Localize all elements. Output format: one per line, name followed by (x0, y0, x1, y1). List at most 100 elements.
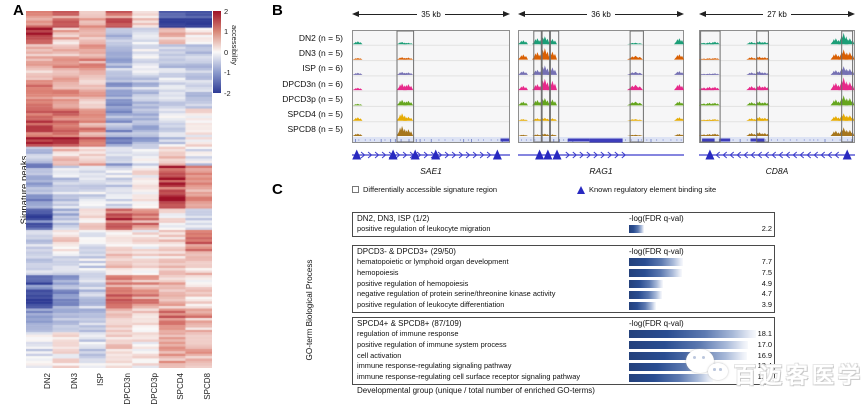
signal-peak (352, 117, 363, 121)
colorbar-label: accessibility (230, 25, 239, 66)
signal-peak (352, 72, 363, 75)
chevron-right-icon (381, 151, 387, 159)
chevron-right-icon (374, 151, 380, 159)
signature-region-box (756, 30, 769, 143)
signal-peak (396, 41, 407, 45)
signal-peak (844, 82, 855, 91)
chevron-left-icon (827, 151, 833, 159)
signal-peak (403, 100, 414, 106)
signal-peak (709, 102, 720, 106)
signal-peak (746, 41, 757, 45)
go-term-label: cell activation (357, 350, 402, 360)
signal-peak (518, 134, 528, 136)
go-axis-label: -log(FDR q-val) (629, 214, 684, 223)
signal-peak (746, 57, 757, 60)
chevron-left-icon (750, 151, 756, 159)
signal-peak (759, 72, 770, 75)
signal-peak (838, 66, 849, 75)
go-axis-label: -log(FDR q-val) (629, 247, 684, 256)
signal-peak (759, 57, 770, 60)
go-term-label: positive regulation of immune system pro… (357, 339, 507, 349)
signal-peak (532, 100, 543, 106)
signal-peak (674, 117, 684, 121)
chevron-left-icon (743, 151, 749, 159)
chevron-left-icon (792, 151, 798, 159)
track-label-isp: ISP (n = 6) (302, 63, 343, 74)
signal-peak (674, 101, 684, 106)
signal-peak (709, 73, 720, 75)
signal-peak (709, 119, 720, 121)
go-value: 2.2 (761, 224, 772, 233)
signal-peak (759, 117, 770, 121)
colorbar (213, 11, 221, 93)
arrow-left-icon (352, 11, 359, 17)
signal-peak (403, 116, 414, 121)
go-term-row: regulation of immune response 18.1 (353, 329, 774, 340)
go-value: 7.5 (761, 267, 772, 277)
chevron-right-icon (565, 151, 571, 159)
go-term-label: hematopoietic or lymphoid organ developm… (357, 257, 509, 266)
signal-peak (396, 83, 407, 91)
binding-site-triangle-icon (543, 149, 553, 160)
chevron-right-icon (367, 151, 373, 159)
go-term-row: positive regulation of hemopoiesis 4.9 (353, 279, 774, 290)
go-value: 18.1 (757, 329, 772, 338)
chevron-left-icon (806, 151, 812, 159)
open-box-icon (352, 186, 359, 193)
gene-name-cd8a: CD8A (765, 166, 789, 176)
signal-peak (518, 71, 528, 75)
signal-peak (403, 42, 414, 45)
chevron-right-icon (395, 151, 401, 159)
go-bar (629, 290, 662, 299)
signal-peak (746, 86, 757, 91)
signal-peak (709, 86, 720, 91)
chevron-right-icon (360, 151, 366, 159)
signal-peak (352, 41, 363, 45)
signal-peak (830, 70, 841, 75)
go-axis-label: -log(FDR q-val) (629, 319, 684, 328)
signal-peak (844, 68, 855, 75)
signal-peak (352, 103, 363, 106)
chevron-right-icon (451, 151, 457, 159)
scale-label: 36 kb (591, 9, 611, 19)
signal-peak (403, 84, 414, 91)
go-bar (629, 269, 682, 278)
go-group-title: DPCD3- & DPCD3+ (29/50) (357, 247, 456, 256)
gene-name-rag1: RAG1 (589, 166, 613, 176)
binding-site-triangle-icon (388, 149, 398, 160)
blue-triangle-icon (577, 185, 585, 194)
go-term-row: hemopoiesis 7.5 (353, 268, 774, 279)
signal-peak (532, 38, 543, 45)
signal-peak (352, 58, 363, 60)
chevron-left-icon (820, 151, 826, 159)
signal-peak (830, 130, 841, 136)
gene-panel-sae1 (352, 30, 510, 143)
go-term-label: positive regulation of leukocyte migrati… (357, 224, 491, 233)
chevron-right-icon (593, 151, 599, 159)
signal-peak (838, 32, 849, 45)
chevron-left-icon (771, 151, 777, 159)
go-term-row: positive regulation of leukocyte migrati… (353, 224, 774, 235)
go-group-title: DN2, DN3, ISP (1/2) (357, 214, 430, 223)
chevron-left-icon (722, 151, 728, 159)
binding-site-triangle-icon (431, 149, 441, 160)
signature-region-box (541, 30, 551, 143)
scale-label: 35 kb (421, 9, 441, 19)
signal-peak (352, 133, 363, 136)
chevron-right-icon (472, 151, 478, 159)
go-bar (629, 301, 657, 310)
signal-peak (746, 133, 757, 136)
heatmap-column-label-dn2: DN2 (43, 373, 53, 390)
signal-peak (830, 82, 841, 91)
go-caption: Developmental group (unique / total numb… (357, 386, 595, 395)
go-term-label: negative regulation of protein serine/th… (357, 289, 556, 299)
signal-peak (532, 118, 543, 121)
colorbar-tick: -2 (224, 88, 231, 98)
go-bar (629, 225, 645, 234)
gene-model-cd8a (699, 149, 855, 160)
signal-peak (627, 84, 643, 91)
signal-peak (830, 116, 841, 121)
signal-peak (627, 101, 643, 106)
signal-peak (518, 40, 528, 45)
go-group-box-2: SPCD4+ & SPCD8+ (87/109) -log(FDR q-val) r… (352, 317, 775, 385)
